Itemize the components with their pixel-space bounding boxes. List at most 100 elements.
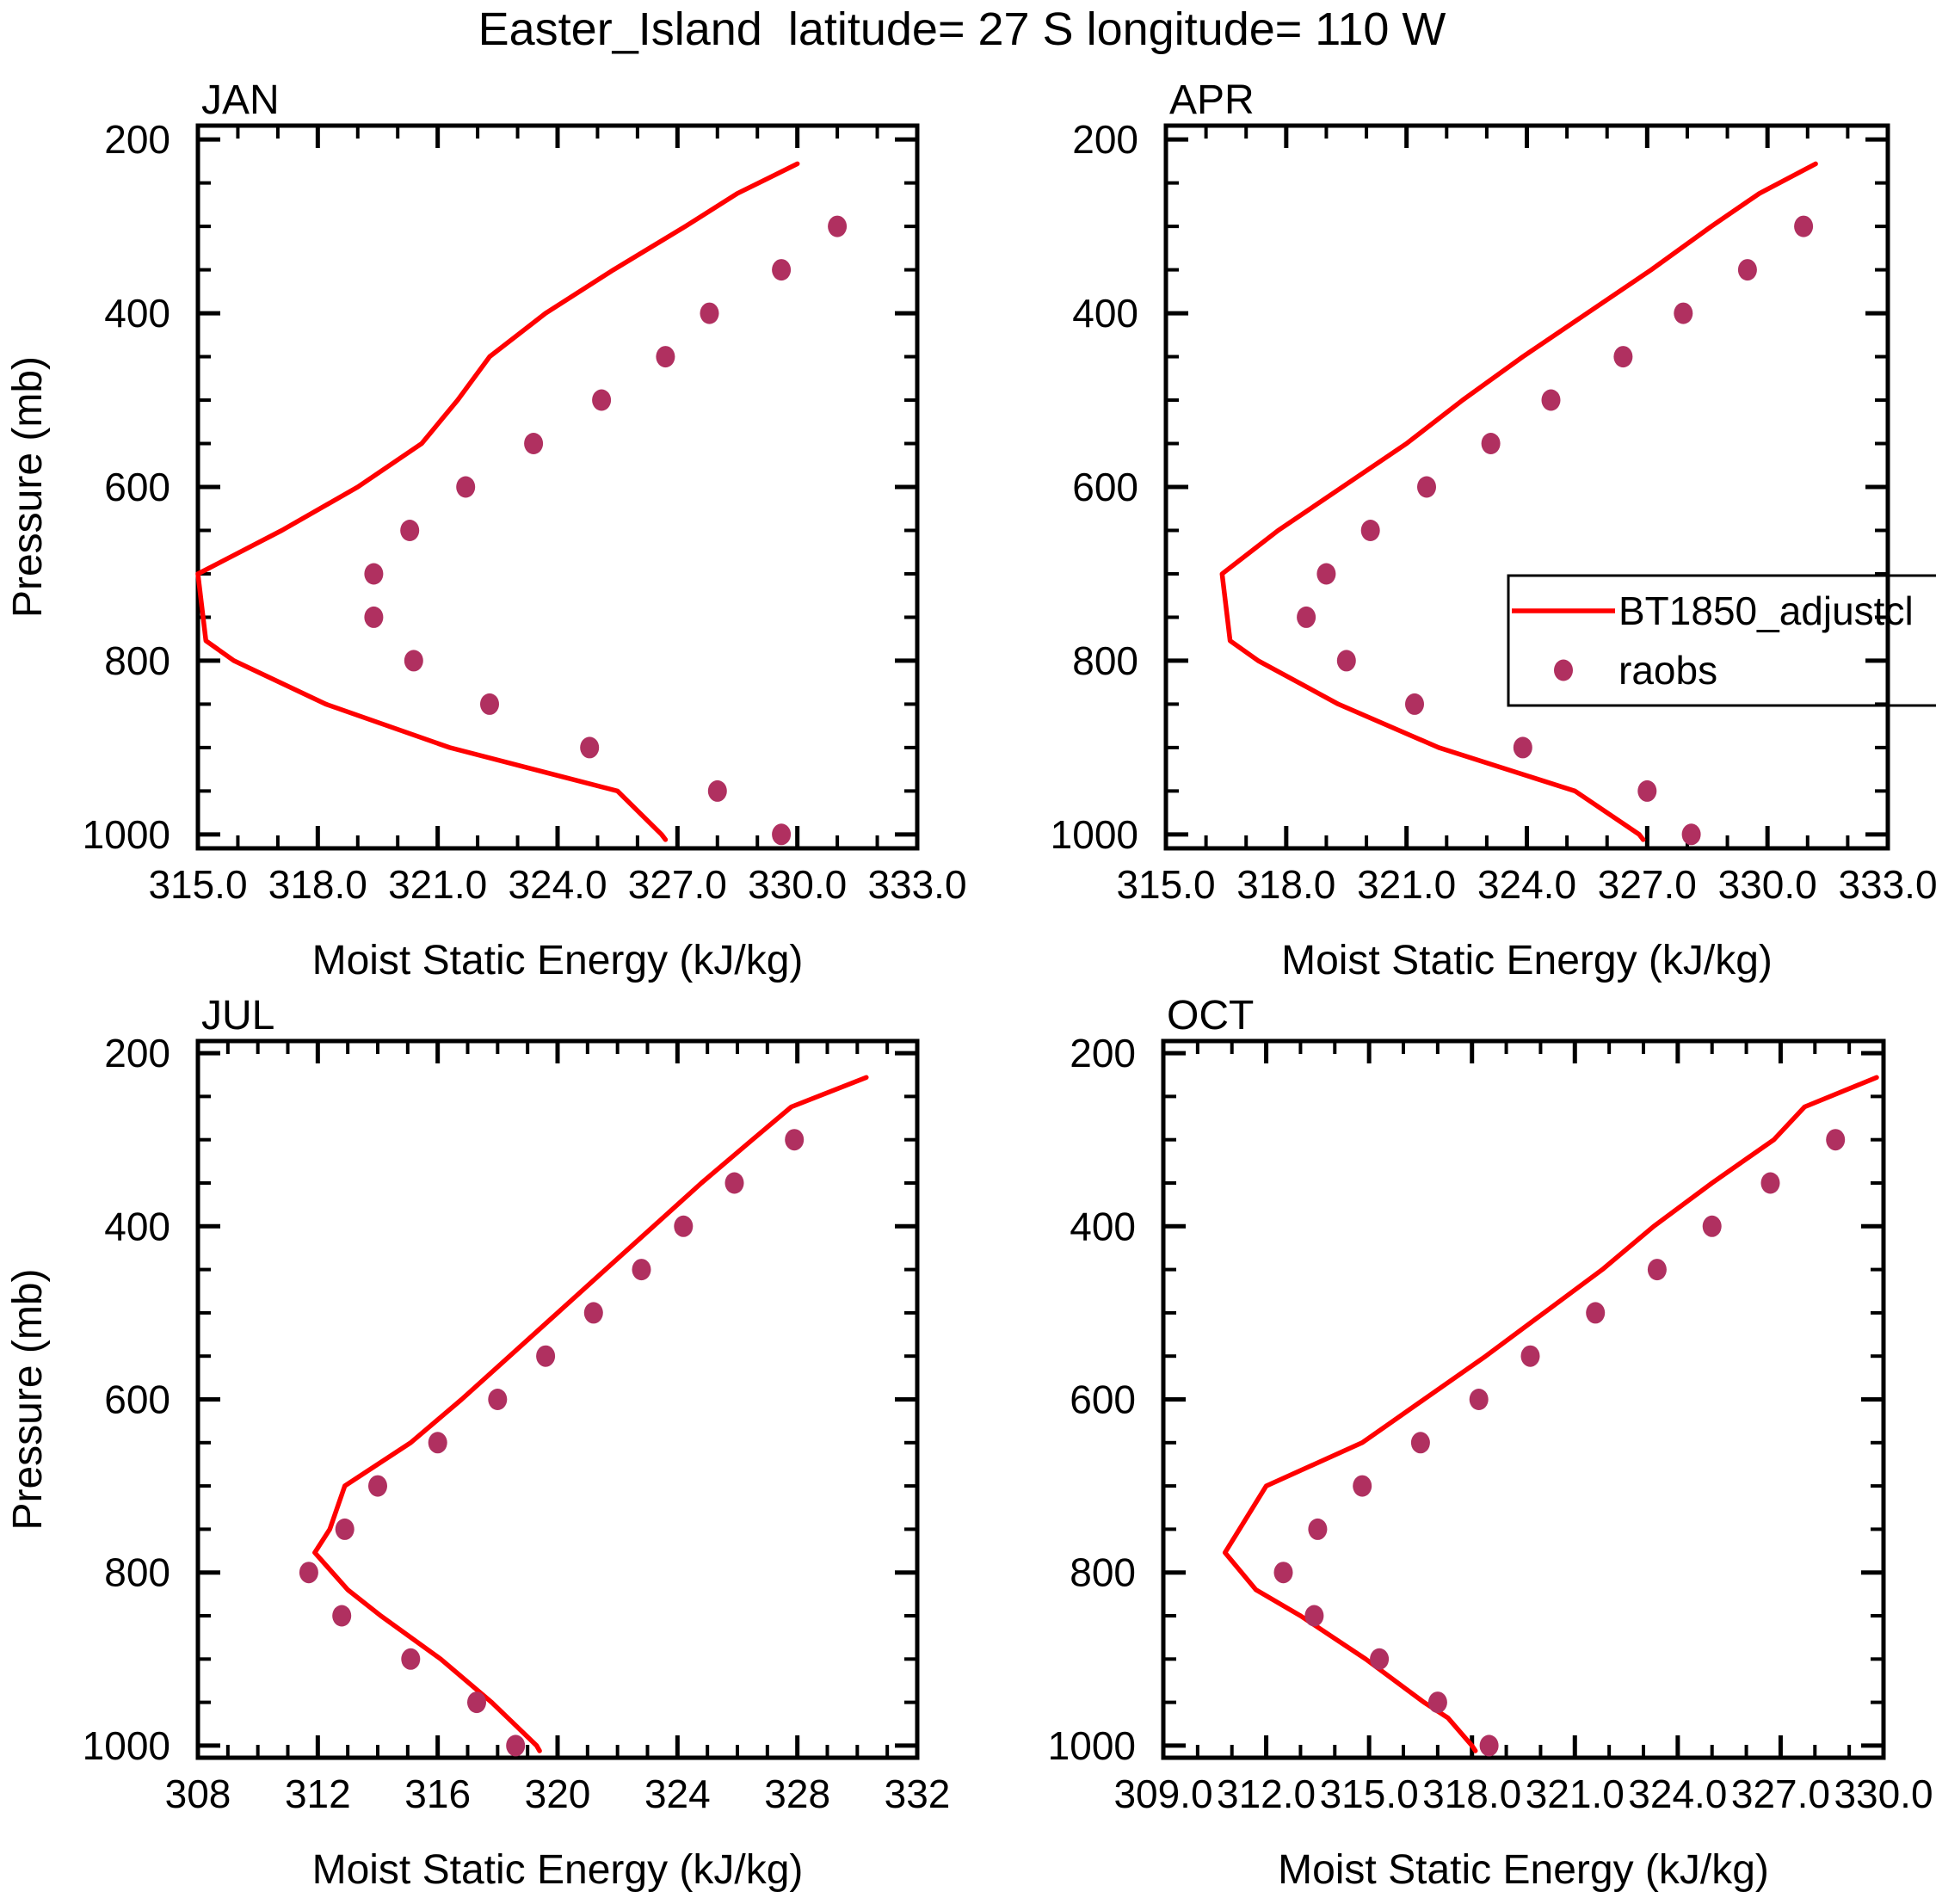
data-point [1469,1389,1489,1410]
panel-jul: 308 312 316 320 324 328 332 200 400 600 800 1000 JUL… [5,993,950,1893]
data-point [1304,1605,1324,1627]
data-point [335,1518,355,1540]
y-tick-label: 400 [1070,1204,1136,1248]
data-point [1410,1432,1430,1454]
legend-label-model: BT1850_adjustcl [1618,588,1914,633]
model-line [195,161,800,842]
data-point [1586,1302,1606,1324]
data-point [1737,259,1757,281]
x-tick-label: 318.0 [1236,862,1335,907]
data-point [1273,1562,1293,1584]
x-tick-label: 330.0 [748,862,847,907]
data-point [724,1172,744,1194]
data-point [456,476,476,498]
y-tick-label: 800 [1072,638,1138,683]
x-tick-label: 324.0 [508,862,607,907]
raobs-points [1297,215,1814,846]
y-axis-ticks: 200 400 600 800 1000 [83,117,917,857]
panel-label: APR [1169,77,1255,123]
y-tick-label: 200 [1072,117,1138,162]
x-axis-ticks: 315.0 318.0 321.0 324.0 327.0 330.0 333.0 [148,126,967,907]
x-tick-label: 321.0 [1357,862,1456,907]
x-tick-label: 309.0 [1113,1772,1212,1816]
x-tick-label: 327.0 [628,862,727,907]
y-axis-ticks: 200 400 600 800 1000 [83,1031,917,1768]
raobs-points [364,215,848,846]
x-tick-label: 328 [764,1772,830,1816]
x-axis-ticks: 315.0 318.0 321.0 324.0 327.0 330.0 333.0 [1116,126,1936,907]
data-point [524,433,544,454]
data-point [1479,1735,1499,1757]
x-axis-title: Moist Static Energy (kJ/kg) [312,938,804,983]
data-point [1674,302,1693,324]
y-tick-label: 1000 [83,812,170,857]
y-tick-label: 600 [1072,465,1138,509]
data-point [1513,736,1532,759]
data-point [1541,389,1561,411]
data-point [1760,1172,1780,1194]
y-tick-label: 600 [104,1377,170,1422]
x-tick-label: 324 [644,1772,711,1816]
x-axis-title: Moist Static Energy (kJ/kg) [312,1847,804,1893]
data-point [1702,1215,1722,1237]
y-tick-label: 1000 [1048,1723,1136,1768]
data-point [592,389,612,411]
raobs-points [1273,1129,1846,1757]
data-point [332,1605,352,1627]
data-point [1681,823,1701,846]
legend-label-raobs: raobs [1618,648,1717,693]
data-point [1308,1518,1328,1540]
x-tick-label: 318.0 [1422,1772,1521,1816]
data-point [404,650,423,672]
x-axis-title: Moist Static Energy (kJ/kg) [1278,1847,1769,1893]
x-tick-label: 333.0 [867,862,966,907]
plot-frame [195,1038,920,1760]
x-tick-label: 324.0 [1628,1772,1727,1816]
y-tick-label: 400 [104,1204,170,1248]
x-tick-label: 330.0 [1834,1772,1933,1816]
panel-apr: 315.0 318.0 321.0 324.0 327.0 330.0 333.0 200 40… [1051,77,1936,983]
data-point [583,1302,603,1324]
data-point [785,1129,805,1151]
data-point [632,1259,651,1281]
data-point [1637,779,1657,802]
figure-title: Easter_Island latitude= 27 S longitude= … [478,3,1446,55]
y-tick-label: 600 [1070,1377,1136,1422]
y-tick-label: 200 [1070,1031,1136,1075]
data-point [364,606,384,628]
x-tick-label: 316 [404,1772,471,1816]
panel-oct: 309.0 312.0 315.0 318.0 321.0 324.0 327.0 330.0… [1048,993,1933,1893]
y-axis-ticks: 200 400 600 800 1000 [1051,117,1888,857]
data-point [1336,650,1356,672]
data-point [828,215,848,237]
data-point [1316,563,1336,585]
x-axis-title: Moist Static Energy (kJ/kg) [1281,938,1773,983]
legend-dot-sample [1554,659,1573,681]
x-tick-label: 318.0 [268,862,367,907]
y-axis-title: Pressure (mb) [5,1268,51,1530]
x-tick-label: 308 [165,1772,231,1816]
y-tick-label: 200 [104,117,170,162]
y-tick-label: 800 [1070,1550,1136,1595]
data-point [700,302,719,324]
panel-jan: 315.0 318.0 321.0 324.0 327.0 330.0 333.0 200 40… [5,77,967,983]
panel-label: JUL [201,993,274,1038]
y-axis-ticks: 200 400 600 800 1000 [1048,1031,1884,1768]
data-point [580,736,600,759]
data-point [772,259,792,281]
data-point [1353,1475,1372,1497]
data-point [1370,1648,1390,1670]
x-tick-label: 315.0 [1320,1772,1419,1816]
y-tick-label: 1000 [83,1723,170,1768]
model-line [1219,161,1818,842]
y-tick-label: 800 [104,638,170,683]
data-point [536,1345,556,1367]
x-tick-label: 321.0 [1526,1772,1625,1816]
panel-label: OCT [1167,993,1254,1038]
data-point [1826,1129,1846,1151]
x-tick-label: 324.0 [1477,862,1576,907]
x-tick-label: 333.0 [1838,862,1936,907]
x-tick-label: 312 [285,1772,351,1816]
data-point [772,823,792,846]
data-point [1481,433,1501,454]
